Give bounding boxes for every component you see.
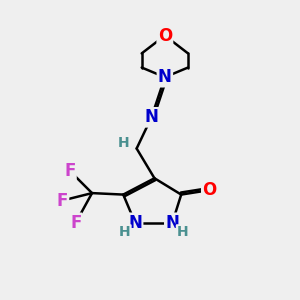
Text: F: F (70, 214, 81, 232)
Text: F: F (57, 191, 68, 209)
Text: N: N (145, 108, 158, 126)
Text: O: O (202, 181, 217, 199)
Text: H: H (119, 225, 130, 239)
Text: N: N (128, 214, 142, 232)
Text: F: F (64, 162, 75, 180)
Text: N: N (165, 214, 179, 232)
Text: H: H (117, 136, 129, 150)
Text: H: H (177, 225, 188, 239)
Text: O: O (158, 27, 172, 45)
Text: N: N (158, 68, 172, 86)
